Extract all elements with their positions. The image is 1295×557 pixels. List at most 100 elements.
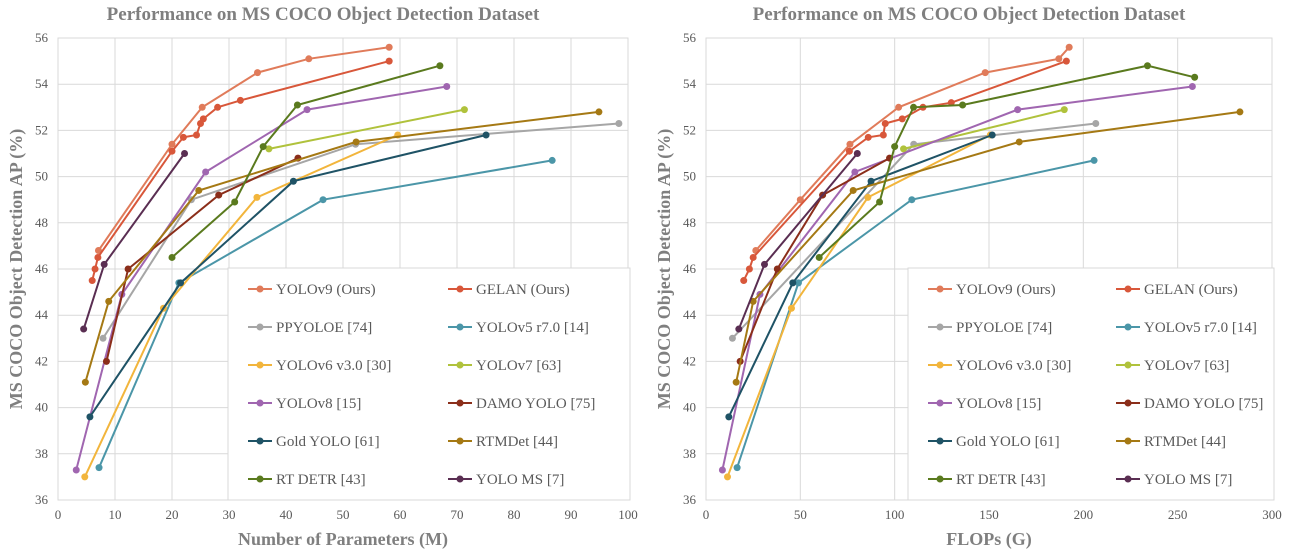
data-point-rtmdet-44 <box>732 378 740 386</box>
data-point-yolov7-63 <box>900 145 908 153</box>
chart-2: 0 50 100 150 200 250 300 36 38 40 42 44 46 48 50 52 54 56… <box>654 4 1282 550</box>
y-tick-label: 40 <box>35 400 48 415</box>
data-point-rt-detr-43 <box>910 103 918 111</box>
legend-entry: GELAN (Ours) <box>476 282 570 298</box>
series-group <box>72 43 623 481</box>
y-tick-label: 42 <box>35 353 48 368</box>
legend-marker <box>256 361 264 369</box>
series-line-yolov9-ours <box>97 46 390 252</box>
x-tick-label: 30 <box>223 507 236 522</box>
x-tick-label: 150 <box>979 507 999 522</box>
data-point-yolo-ms-7 <box>760 260 768 268</box>
data-point-yolov9-ours <box>94 247 102 255</box>
legend-entry: YOLOv5 r7.0 [14] <box>476 320 589 336</box>
data-point-yolov9-ours <box>846 140 854 148</box>
y-tick-label: 52 <box>683 122 696 137</box>
legend-marker <box>456 475 464 483</box>
data-point-rt-detr-43 <box>259 143 267 151</box>
x-tick-label: 300 <box>1262 507 1282 522</box>
data-point-yolov5-r7-0-14 <box>95 464 103 472</box>
y-tick-label: 46 <box>35 261 49 276</box>
data-point-rt-detr-43 <box>1143 62 1151 70</box>
data-point-yolo-ms-7 <box>853 150 861 157</box>
legend-marker <box>1124 285 1132 293</box>
y-tick-label: 48 <box>683 215 696 230</box>
x-tick-label: 60 <box>394 507 407 522</box>
y-axis-label: MS COCO Object Detection AP (%) <box>6 129 27 409</box>
y-tick-label: 44 <box>35 307 49 322</box>
x-tick-label: 200 <box>1074 507 1094 522</box>
legend-entry: DAMO YOLO [75] <box>476 396 595 412</box>
legend-entry: PPYOLOE [74] <box>276 320 372 336</box>
legend-entry: YOLOv7 [63] <box>1144 358 1229 374</box>
legend-marker <box>456 399 464 407</box>
data-point-rt-detr-43 <box>876 198 884 206</box>
y-tick-label: 48 <box>35 215 48 230</box>
data-point-yolo-ms-7 <box>181 150 189 157</box>
y-tick-label: 36 <box>35 492 49 507</box>
legend-marker <box>1124 399 1132 407</box>
data-point-yolov9-ours <box>1055 55 1063 63</box>
data-point-ppyoloe-74 <box>99 334 107 342</box>
data-point-rt-detr-43 <box>293 101 301 109</box>
data-point-rt-detr-43 <box>231 198 239 206</box>
legend-marker <box>936 437 944 445</box>
data-point-gelan-ours <box>947 99 955 107</box>
x-tick-label: 100 <box>885 507 905 522</box>
legend-entry: YOLOv8 [15] <box>956 396 1041 412</box>
y-tick-label: 50 <box>683 169 696 184</box>
x-tick-label: 40 <box>280 507 293 522</box>
legend-entry: YOLOv6 v3.0 [30] <box>276 358 391 374</box>
chart-title: Performance on MS COCO Object Detection … <box>107 4 540 25</box>
legend-marker <box>256 437 264 445</box>
x-tick-label: 100 <box>618 507 638 522</box>
x-tick-label: 250 <box>1168 507 1188 522</box>
data-point-gold-yolo-61 <box>725 413 733 421</box>
legend-marker <box>256 323 264 331</box>
data-point-yolov9-ours <box>1065 43 1073 51</box>
data-point-yolov9-ours <box>796 196 804 204</box>
x-tick-label: 0 <box>55 507 62 522</box>
data-point-rtmdet-44 <box>595 108 603 116</box>
legend-marker <box>256 475 264 483</box>
data-point-yolov5-r7-0-14 <box>794 279 802 287</box>
x-tick-label: 90 <box>565 507 578 522</box>
y-tick-label: 38 <box>35 446 48 461</box>
y-tick-label: 54 <box>683 76 697 91</box>
legend-box <box>227 267 631 501</box>
data-point-yolov8-15 <box>443 83 451 91</box>
data-point-rtmdet-44 <box>1015 138 1023 146</box>
legend-entry: Gold YOLO [61] <box>276 434 380 450</box>
series-line-yolov6-v3-0-30 <box>83 134 399 478</box>
data-point-rtmdet-44 <box>105 297 113 305</box>
data-point-yolov6-v3-0-30 <box>253 193 261 201</box>
data-point-rt-detr-43 <box>436 62 444 70</box>
data-point-yolov5-r7-0-14 <box>548 156 556 164</box>
data-point-rt-detr-43 <box>815 253 823 261</box>
legend-entry: PPYOLOE [74] <box>956 320 1052 336</box>
data-point-gelan-ours <box>740 277 748 285</box>
x-axis-label: Number of Parameters (M) <box>238 529 448 550</box>
series-group <box>718 43 1244 481</box>
data-point-yolov6-v3-0-30 <box>724 473 732 481</box>
legend-entry: RT DETR [43] <box>276 472 366 488</box>
data-point-rt-detr-43 <box>891 143 899 151</box>
series-line-damo-yolo-75 <box>105 157 299 362</box>
data-point-rtmdet-44 <box>81 378 89 386</box>
legend-marker <box>936 285 944 293</box>
data-point-gold-yolo-61 <box>789 279 797 287</box>
data-point-ppyoloe-74 <box>615 119 623 127</box>
data-point-rtmdet-44 <box>352 138 360 146</box>
series-line-gold-yolo-61 <box>89 134 487 418</box>
series-line-yolov5-r7-0-14 <box>98 159 553 469</box>
data-point-yolov8-15 <box>303 106 311 114</box>
series-line-yolov6-v3-0-30 <box>726 134 991 478</box>
x-tick-label: 0 <box>703 507 710 522</box>
data-point-yolov6-v3-0-30 <box>81 473 89 481</box>
data-point-gelan-ours <box>91 265 99 273</box>
legend-marker <box>936 399 944 407</box>
legend-entry: YOLOv5 r7.0 [14] <box>1144 320 1257 336</box>
data-point-gelan-ours <box>1062 57 1070 65</box>
y-tick-label: 46 <box>683 261 697 276</box>
chart-title: Performance on MS COCO Object Detection … <box>753 4 1186 25</box>
